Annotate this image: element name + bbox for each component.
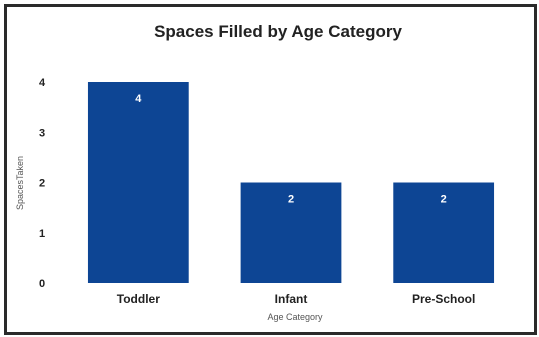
x-tick-label: Infant [275,292,308,306]
y-tick-label: 1 [39,228,45,240]
data-label: 4 [135,93,142,105]
y-tick-label: 2 [39,178,45,190]
x-tick-label: Toddler [117,292,160,306]
bar-infant[interactable] [240,182,342,284]
data-labels-group: 4 2 2 [135,93,446,206]
y-axis-label: SpacesTaken [15,156,25,210]
bars-group [87,82,495,284]
x-axis-label: Age Category [267,312,323,322]
x-axis-ticks: Toddler Infant Pre-School [117,292,476,306]
y-axis-ticks: 0 1 2 3 4 [39,77,46,290]
y-tick-label: 3 [39,127,45,139]
bar-toddler[interactable] [87,82,189,283]
x-tick-label: Pre-School [412,292,475,306]
data-label: 2 [441,194,447,206]
data-label: 2 [288,194,294,206]
y-tick-label: 0 [39,278,45,290]
y-tick-label: 4 [39,77,46,89]
chart-title: Spaces Filled by Age Category [154,22,402,41]
bar-pre-school[interactable] [393,182,495,284]
